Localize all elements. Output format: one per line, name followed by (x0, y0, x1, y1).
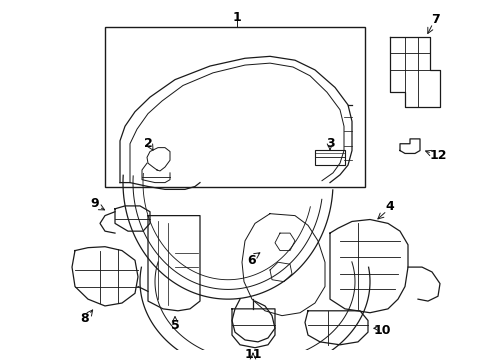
Bar (315, 149, 345, 165)
Text: 8: 8 (81, 312, 89, 325)
Text: 12: 12 (429, 149, 447, 162)
Text: 6: 6 (247, 254, 256, 267)
Text: 11: 11 (244, 348, 262, 360)
Text: 10: 10 (373, 324, 391, 337)
Text: 9: 9 (91, 198, 99, 211)
Bar (105, 27, 365, 188)
Text: 2: 2 (144, 137, 152, 150)
Text: 3: 3 (326, 137, 334, 150)
Text: 7: 7 (431, 13, 440, 26)
Text: 1: 1 (233, 11, 242, 24)
Text: 5: 5 (171, 319, 179, 332)
Text: 4: 4 (386, 201, 394, 213)
